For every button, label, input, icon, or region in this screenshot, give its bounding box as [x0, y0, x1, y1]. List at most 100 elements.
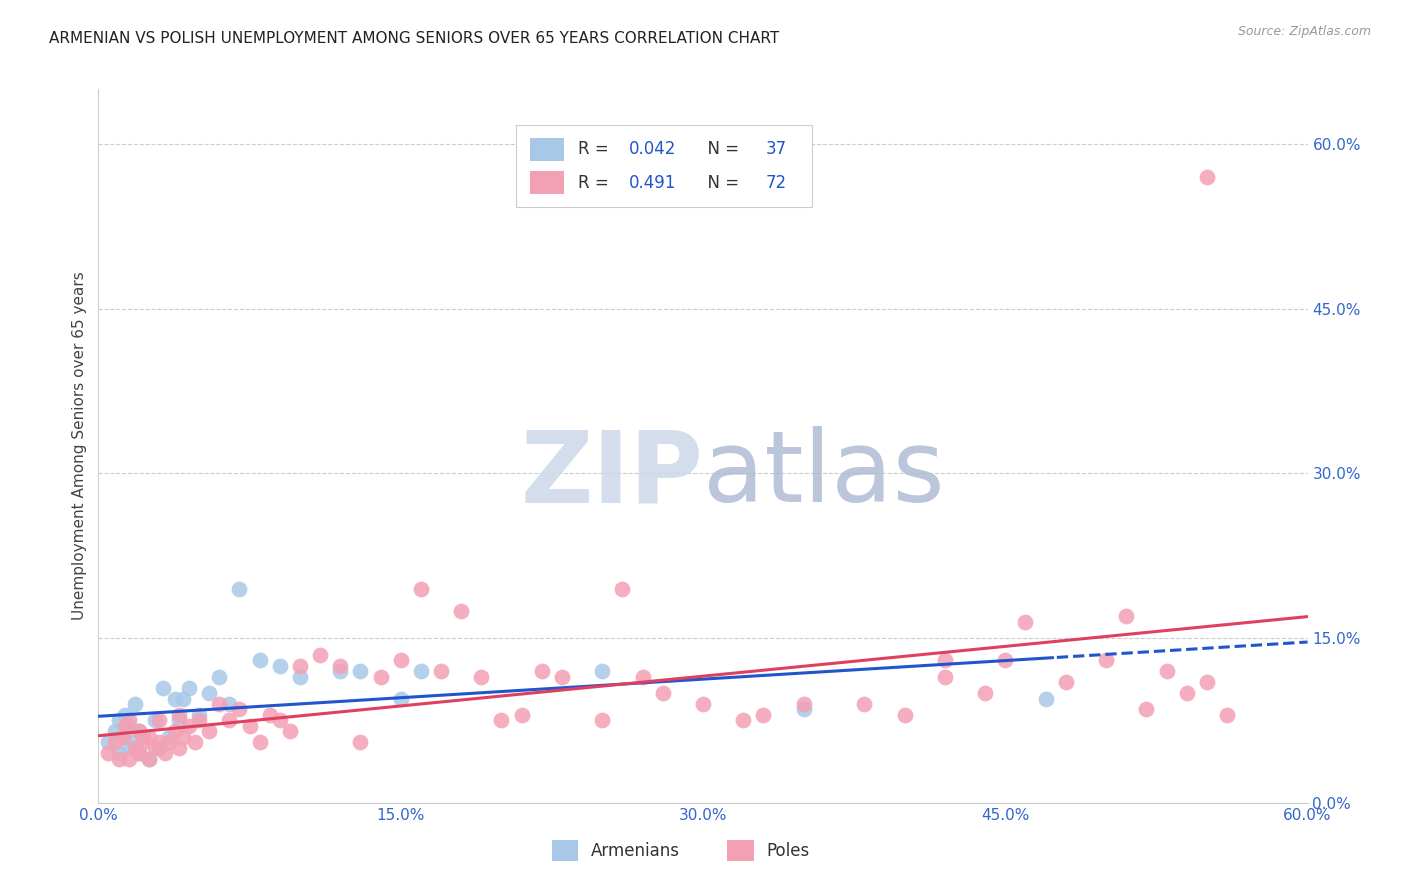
Point	[631, 669, 654, 683]
Point	[111, 730, 134, 744]
Point	[107, 714, 129, 728]
Point	[530, 664, 553, 678]
Point	[239, 719, 262, 733]
Point	[208, 697, 231, 711]
Text: Poles: Poles	[766, 842, 808, 860]
Point	[148, 735, 170, 749]
Point	[934, 653, 956, 667]
Point	[591, 664, 613, 678]
Point	[218, 714, 240, 728]
Point	[491, 714, 513, 728]
Point	[153, 747, 176, 761]
FancyBboxPatch shape	[516, 125, 811, 207]
Point	[1195, 169, 1218, 184]
Point	[179, 681, 201, 695]
Point	[329, 664, 352, 678]
Point	[148, 714, 170, 728]
Text: Armenians: Armenians	[591, 842, 679, 860]
Point	[167, 708, 190, 723]
Point	[128, 747, 150, 761]
Point	[974, 686, 997, 700]
Text: 0.042: 0.042	[630, 140, 676, 158]
Point	[208, 669, 231, 683]
Point	[994, 653, 1017, 667]
Point	[1014, 615, 1036, 629]
Point	[1135, 702, 1157, 716]
Point	[157, 730, 180, 744]
Point	[132, 730, 155, 744]
Point	[269, 658, 291, 673]
Point	[249, 735, 271, 749]
Point	[733, 714, 755, 728]
Point	[389, 653, 412, 667]
Point	[198, 686, 221, 700]
Point	[1035, 691, 1057, 706]
Point	[179, 719, 201, 733]
Point	[114, 708, 136, 723]
Point	[278, 724, 301, 739]
Point	[349, 664, 371, 678]
Point	[893, 708, 915, 723]
Point	[143, 740, 166, 755]
Point	[409, 664, 432, 678]
Point	[370, 669, 392, 683]
Point	[249, 653, 271, 667]
Point	[172, 691, 194, 706]
Point	[152, 681, 174, 695]
Text: ZIP: ZIP	[520, 426, 703, 523]
Point	[97, 747, 120, 761]
Text: 72: 72	[766, 174, 787, 192]
Point	[184, 735, 207, 749]
Point	[128, 747, 150, 761]
Point	[132, 735, 155, 749]
Point	[124, 697, 146, 711]
Text: N =: N =	[697, 174, 744, 192]
Text: 37: 37	[766, 140, 787, 158]
Point	[118, 714, 141, 728]
Point	[651, 686, 673, 700]
Point	[118, 740, 141, 755]
Point	[389, 691, 412, 706]
Bar	[530, 137, 564, 161]
Point	[591, 714, 613, 728]
Text: R =: R =	[578, 174, 614, 192]
Bar	[530, 171, 564, 194]
Point	[510, 708, 533, 723]
Point	[167, 714, 190, 728]
Point	[1175, 686, 1198, 700]
Text: 0.491: 0.491	[630, 174, 676, 192]
Point	[118, 752, 141, 766]
Bar	[551, 840, 578, 862]
Text: ARMENIAN VS POLISH UNEMPLOYMENT AMONG SENIORS OVER 65 YEARS CORRELATION CHART: ARMENIAN VS POLISH UNEMPLOYMENT AMONG SE…	[49, 31, 779, 46]
Point	[121, 735, 143, 749]
Point	[692, 697, 714, 711]
Point	[163, 691, 186, 706]
Point	[1195, 675, 1218, 690]
Point	[309, 648, 332, 662]
Point	[218, 697, 240, 711]
Point	[288, 658, 311, 673]
Point	[128, 724, 150, 739]
Point	[138, 752, 160, 766]
Point	[853, 697, 876, 711]
Point	[1156, 664, 1178, 678]
Point	[1216, 708, 1239, 723]
Point	[228, 582, 250, 596]
Point	[934, 669, 956, 683]
Point	[259, 708, 281, 723]
Point	[138, 730, 160, 744]
Point	[612, 582, 634, 596]
Point	[1115, 609, 1137, 624]
Point	[107, 747, 129, 761]
Point	[167, 740, 190, 755]
Point	[103, 724, 125, 739]
Point	[198, 724, 221, 739]
Point	[409, 582, 432, 596]
Text: Source: ZipAtlas.com: Source: ZipAtlas.com	[1237, 25, 1371, 38]
Point	[188, 708, 211, 723]
Point	[752, 708, 775, 723]
Point	[1095, 653, 1118, 667]
Point	[124, 740, 146, 755]
Point	[551, 669, 574, 683]
Point	[450, 604, 472, 618]
